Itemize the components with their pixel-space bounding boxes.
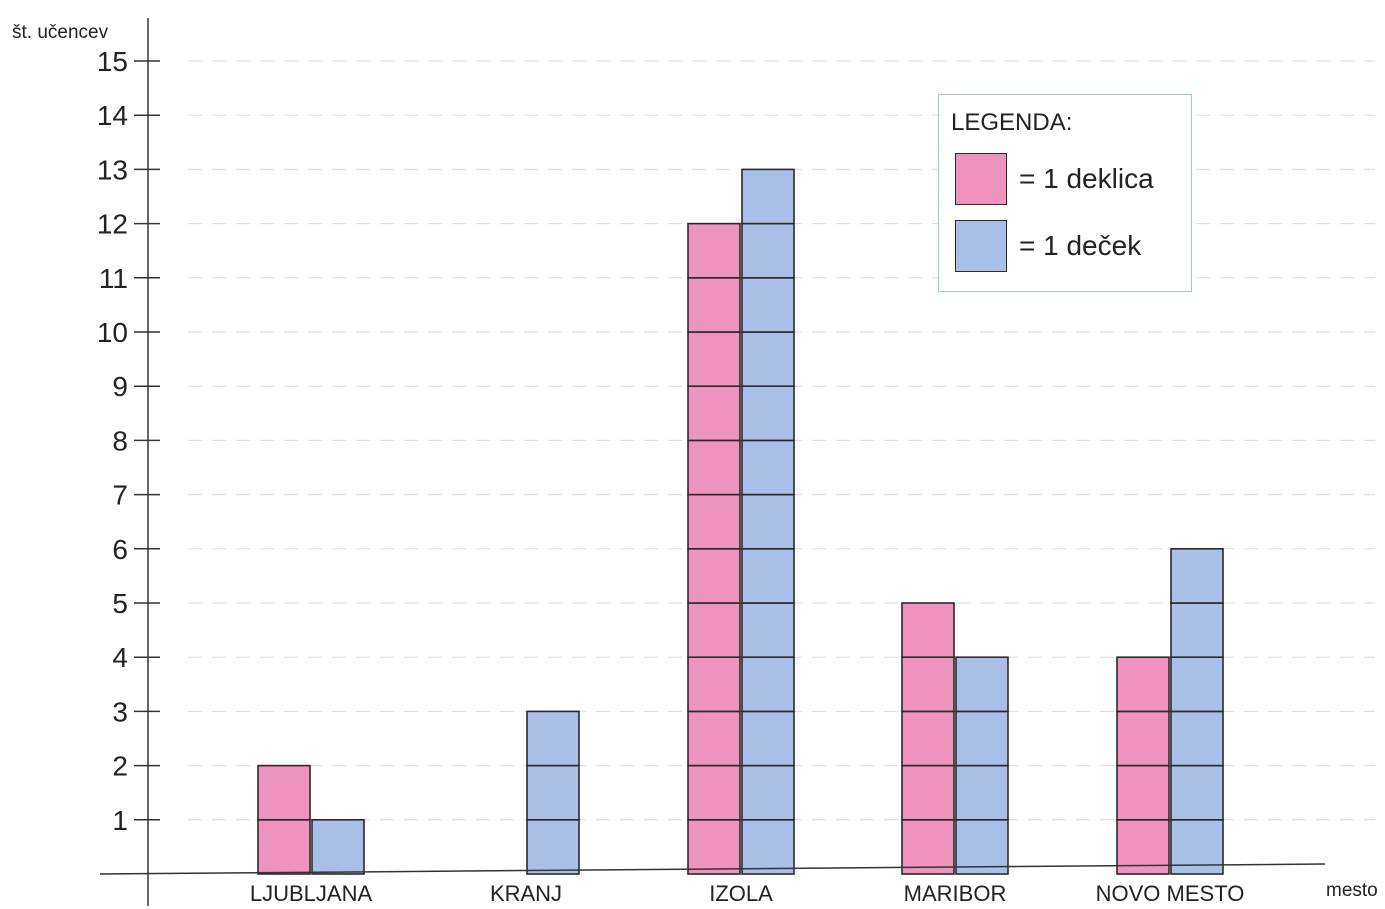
y-tick-label-10: 10 <box>97 317 128 348</box>
y-tick-label-5: 5 <box>112 588 128 619</box>
bar-cell-deklica-2-1 <box>687 818 741 875</box>
bar-cell-deček-1-2 <box>526 764 580 821</box>
legend-title: LEGENDA: <box>951 109 1073 136</box>
y-tick-label-3: 3 <box>112 696 128 727</box>
y-tick-label-15: 15 <box>97 46 128 77</box>
bar-cell-deklica-3-2 <box>901 764 955 821</box>
y-tick-label-13: 13 <box>97 154 128 185</box>
bar-cell-deček-4-3 <box>1170 710 1224 767</box>
bar-cell-deklica-2-7 <box>687 493 741 550</box>
bar-cell-deček-3-3 <box>955 710 1009 767</box>
bar-cell-deček-4-5 <box>1170 602 1224 659</box>
bar-cell-deček-2-8 <box>741 439 795 496</box>
bar-cell-deček-2-9 <box>741 385 795 442</box>
bar-cell-deklica-2-6 <box>687 547 741 604</box>
legend-item-decek: = 1 deček <box>955 219 1141 273</box>
y-tick-label-7: 7 <box>112 480 128 511</box>
bar-cell-deklica-0-1 <box>257 818 311 875</box>
y-tick-label-12: 12 <box>97 209 128 240</box>
bar-cell-deček-2-3 <box>741 710 795 767</box>
bar-cell-deklica-4-4 <box>1116 656 1170 713</box>
bar-cell-deček-2-6 <box>741 547 795 604</box>
x-tick-label-2: IZOLA <box>709 881 773 906</box>
bar-cell-deček-0-1 <box>311 818 365 875</box>
bar-cell-deček-2-2 <box>741 764 795 821</box>
bar-cell-deklica-2-10 <box>687 331 741 388</box>
bar-cell-deklica-4-3 <box>1116 710 1170 767</box>
legend-swatch-decek <box>955 220 1007 272</box>
bar-cell-deklica-2-11 <box>687 276 741 333</box>
x-tick-label-0: LJUBLJANA <box>250 881 373 906</box>
bar-cell-deček-4-2 <box>1170 764 1224 821</box>
bar-cell-deček-2-1 <box>741 818 795 875</box>
y-tick-label-4: 4 <box>112 642 128 673</box>
y-tick-label-2: 2 <box>112 751 128 782</box>
bar-cell-deček-4-4 <box>1170 656 1224 713</box>
y-tick-label-14: 14 <box>97 100 128 131</box>
y-tick-label-1: 1 <box>112 805 128 836</box>
legend-label-decek: = 1 deček <box>1019 230 1142 261</box>
bar-cell-deklica-2-9 <box>687 385 741 442</box>
legend-item-deklica: = 1 deklica <box>955 152 1154 206</box>
bar-cell-deček-2-7 <box>741 493 795 550</box>
bar-cell-deček-4-6 <box>1170 547 1224 604</box>
bar-cell-deček-2-12 <box>741 222 795 279</box>
y-axis-title: št. učencev <box>12 22 109 43</box>
bar-cell-deklica-4-2 <box>1116 764 1170 821</box>
x-tick-label-3: MARIBOR <box>904 881 1007 906</box>
bar-cell-deček-2-13 <box>741 168 795 225</box>
bar-cell-deček-1-3 <box>526 710 580 767</box>
bar-cell-deklica-3-1 <box>901 818 955 875</box>
bar-cell-deklica-2-4 <box>687 656 741 713</box>
bar-cell-deklica-2-8 <box>687 439 741 496</box>
bar-cell-deček-3-4 <box>955 656 1009 713</box>
x-tick-label-4: NOVO MESTO <box>1096 881 1245 906</box>
bar-cell-deklica-3-5 <box>901 602 955 659</box>
bar-cell-deček-3-2 <box>955 764 1009 821</box>
y-tick-label-9: 9 <box>112 371 128 402</box>
bar-cell-deklica-3-3 <box>901 710 955 767</box>
bar-cell-deček-2-11 <box>741 276 795 333</box>
y-tick-label-6: 6 <box>112 534 128 565</box>
legend-label-deklica: = 1 deklica <box>1019 163 1154 194</box>
bar-cell-deklica-2-3 <box>687 710 741 767</box>
bar-cell-deklica-2-2 <box>687 764 741 821</box>
bar-cell-deček-2-10 <box>741 331 795 388</box>
legend: LEGENDA: = 1 deklica = 1 deček <box>938 94 1192 292</box>
x-axis <box>99 863 1326 875</box>
legend-swatch-deklica <box>955 153 1007 205</box>
bar-cell-deklica-0-2 <box>257 764 311 821</box>
bar-cell-deklica-2-12 <box>687 222 741 279</box>
bar-cell-deklica-2-5 <box>687 602 741 659</box>
x-tick-label-1: KRANJ <box>490 881 562 906</box>
bar-cell-deček-2-5 <box>741 602 795 659</box>
axes <box>99 18 1326 906</box>
y-tick-label-11: 11 <box>99 263 128 294</box>
y-tick-label-8: 8 <box>112 425 128 456</box>
bar-cell-deček-2-4 <box>741 656 795 713</box>
x-axis-title: mesto <box>1326 880 1378 901</box>
bar-cell-deček-3-1 <box>955 818 1009 875</box>
bar-cell-deček-1-1 <box>526 818 580 875</box>
bar-cell-deklica-3-4 <box>901 656 955 713</box>
bars <box>257 168 1224 875</box>
